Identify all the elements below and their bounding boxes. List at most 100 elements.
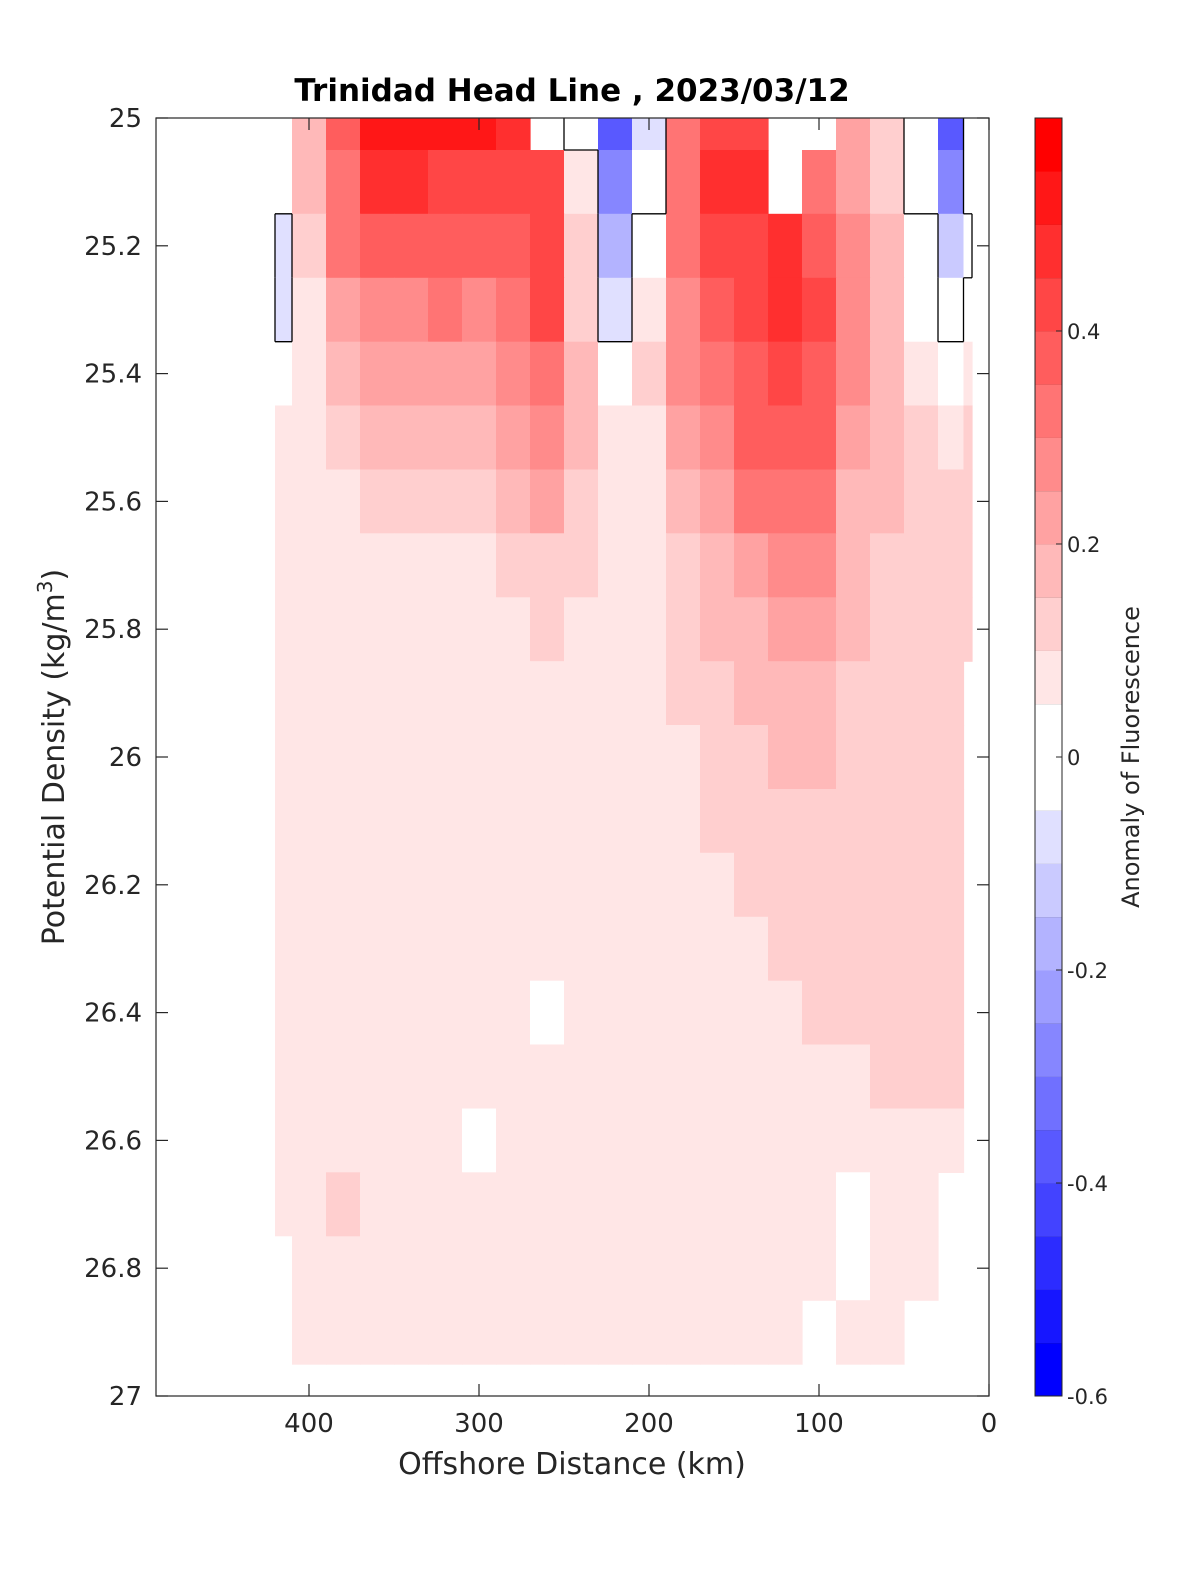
contour-cell [768, 1044, 803, 1109]
contour-cell [904, 597, 939, 662]
contour-cell [292, 405, 327, 470]
contour-cell [496, 852, 531, 918]
contour-cell [632, 213, 667, 279]
contour-cell [292, 916, 327, 982]
colorbar-label: Anomaly of Fluorescence [1117, 606, 1145, 908]
contour-cell [326, 789, 361, 854]
colorbar [1035, 117, 1062, 1397]
contour-cell [360, 1044, 395, 1109]
contour-cell [564, 1236, 599, 1301]
contour-cell [836, 405, 871, 470]
contour-cell [428, 661, 463, 726]
contour-cell [394, 277, 429, 343]
contour-cell [326, 1044, 361, 1109]
contour-cell [360, 725, 395, 790]
contour-cell [292, 789, 327, 854]
contour-cell [734, 213, 769, 279]
contour-cell [768, 1172, 803, 1237]
y-tick-label: 27 [109, 1382, 142, 1412]
contour-cell [734, 405, 769, 470]
contour-cell [394, 533, 429, 598]
contour-cell [734, 597, 769, 662]
contour-cell [462, 725, 497, 790]
contour-cell [360, 341, 395, 407]
contour-cell [700, 597, 735, 662]
contour-cell [394, 789, 429, 854]
contour-cell [700, 1108, 735, 1173]
contour-cell [904, 118, 939, 151]
contour-cell [632, 469, 667, 534]
contour-cell [870, 469, 905, 534]
contour-cell [598, 213, 633, 279]
contour-cell [564, 916, 599, 982]
colorbar-segment [1035, 1129, 1062, 1184]
contour-cell [700, 725, 735, 790]
contour-cell [870, 341, 905, 407]
y-axis-label: Potential Density (kg/m3) [33, 569, 72, 945]
contour-cell [904, 1236, 939, 1301]
contour-cell [496, 213, 531, 279]
colorbar-segment [1035, 650, 1062, 705]
contour-cell [904, 980, 939, 1046]
contour-cell [564, 1300, 599, 1365]
contour-cell [462, 1236, 497, 1301]
contour-cell [496, 1108, 531, 1173]
contour-cell [904, 852, 939, 918]
contour-cell [734, 469, 769, 534]
contour-cell [275, 789, 293, 854]
contour-cell [292, 980, 327, 1046]
contour-cell [700, 1236, 735, 1301]
contour-cell [938, 597, 965, 662]
contour-cell [530, 1236, 565, 1301]
y-tick-label: 25.8 [84, 615, 142, 645]
contour-cell [870, 980, 905, 1046]
contour-cell [394, 405, 429, 470]
contour-cell [428, 852, 463, 918]
colorbar-segment [1035, 331, 1062, 385]
contour-cell [326, 1172, 361, 1237]
contour-cell [632, 341, 667, 407]
contour-cell [496, 1044, 531, 1109]
contour-cell [768, 469, 803, 534]
contour-cell [938, 1108, 965, 1173]
contour-cell [462, 469, 497, 534]
contour-cell [462, 1044, 497, 1109]
contour-cell [326, 118, 361, 151]
contour-cell [666, 533, 701, 598]
contour-cell [632, 916, 667, 982]
contour-cell [326, 1236, 361, 1301]
chart-title: Trinidad Head Line , 2023/03/12 [294, 73, 849, 109]
contour-cell [700, 789, 735, 854]
contour-cell [462, 1172, 497, 1237]
contour-cell [275, 213, 293, 279]
contour-cell [598, 597, 633, 662]
contour-cell [870, 1108, 905, 1173]
colorbar-segment [1035, 437, 1062, 492]
contour-cell [666, 1300, 701, 1365]
contour-cell [734, 916, 769, 982]
contour-cell [802, 277, 837, 343]
contour-cell [394, 597, 429, 662]
contour-cell [462, 789, 497, 854]
contour-cell [768, 277, 803, 343]
contour-cell [938, 1044, 965, 1109]
contour-cell [904, 725, 939, 790]
contour-cell [428, 916, 463, 982]
contour-cell [462, 852, 497, 918]
colorbar-tick-label: 0.4 [1067, 320, 1100, 344]
contour-cell [666, 341, 701, 407]
colorbar-tick-label: -0.4 [1067, 1172, 1108, 1196]
contour-cell [734, 852, 769, 918]
contour-cell [734, 980, 769, 1046]
contour-cell [836, 1108, 871, 1173]
colorbar-segment [1035, 597, 1062, 651]
contour-cell [734, 1236, 769, 1301]
contour-cell [326, 916, 361, 982]
contour-cell [360, 533, 395, 598]
contour-cell [292, 1108, 327, 1173]
contour-cell [802, 1172, 837, 1237]
contour-cell [598, 405, 633, 470]
contour-cell [700, 980, 735, 1046]
contour-cell [496, 1300, 531, 1365]
contour-cell [292, 1172, 327, 1237]
